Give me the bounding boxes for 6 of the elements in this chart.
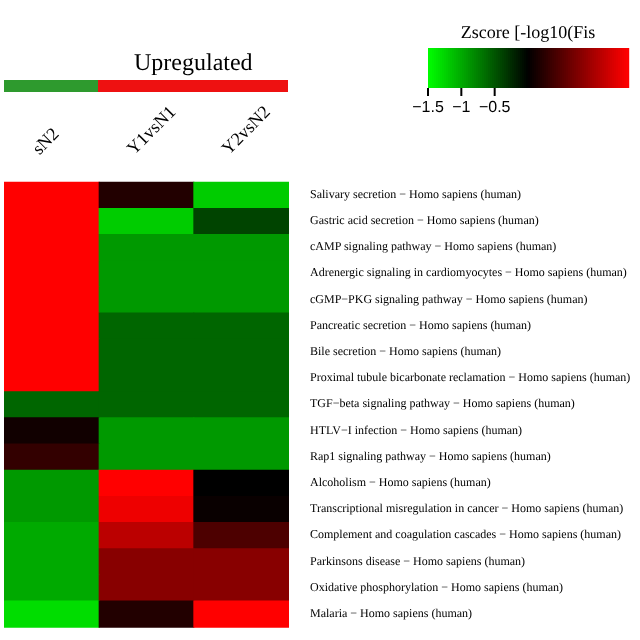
color-bar-title: Zscore [-log10(Fis [460, 21, 597, 42]
text: Upregulated [132, 48, 255, 78]
color-bar-label: −1 [452, 98, 472, 117]
x-tick-label: sN2 [28, 123, 63, 159]
color-bar-label: −0.5 [478, 98, 512, 117]
color-bar-label: −1.5 [412, 98, 445, 117]
